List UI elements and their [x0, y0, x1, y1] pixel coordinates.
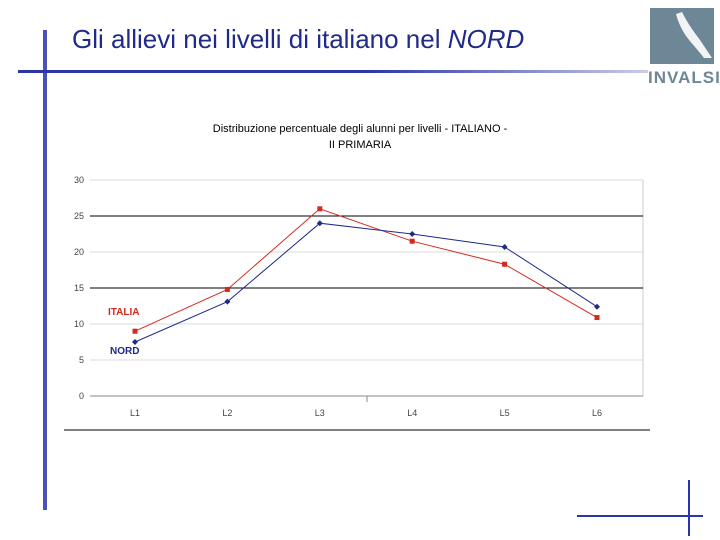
data-point-italia	[594, 315, 600, 321]
chart-title-line-2: II PRIMARIA	[328, 139, 392, 151]
data-point-nord	[501, 243, 508, 250]
data-point-nord	[224, 298, 231, 305]
data-point-nord	[316, 220, 323, 227]
y-tick-label: 10	[74, 319, 84, 329]
title-underline-rule	[18, 70, 648, 73]
y-tick-label: 0	[79, 391, 84, 401]
data-point-nord	[132, 339, 138, 345]
y-tick-label: 15	[74, 283, 84, 293]
data-point-italia	[224, 286, 230, 292]
data-point-italia	[317, 206, 323, 212]
series-layer	[132, 206, 600, 345]
x-tick-label: L3	[315, 408, 325, 418]
title-prefix: Gli allievi nei livelli di italiano nel	[72, 24, 448, 54]
axis-layer: 0 5 10 15 20 25 30 L1 L2 L3 L4 L5 L6	[64, 175, 650, 431]
series-line-nord	[134, 222, 598, 343]
x-tick-label: L2	[222, 408, 232, 418]
x-tick-label: L1	[130, 408, 140, 418]
italy-map-icon	[650, 8, 714, 64]
grid-layer	[90, 179, 644, 397]
data-point-italia	[132, 328, 138, 334]
page-title: Gli allievi nei livelli di italiano nel …	[72, 24, 524, 55]
y-tick-label: 30	[74, 175, 84, 185]
y-tick-label: 25	[74, 211, 84, 221]
left-vertical-rule	[43, 30, 47, 510]
x-tick-label: L4	[407, 408, 417, 418]
y-tick-label: 20	[74, 247, 84, 257]
chart-title: Distribuzione percentuale degli alunni p…	[160, 121, 560, 153]
series-label-italia: ITALIA	[108, 307, 139, 318]
data-point-italia	[502, 261, 508, 267]
x-tick-label: L5	[500, 408, 510, 418]
data-point-italia	[409, 238, 415, 244]
data-point-nord	[409, 231, 416, 237]
data-point-nord	[594, 303, 600, 310]
label-layer: ITALIA NORD	[108, 307, 139, 357]
y-tick-label: 5	[79, 355, 84, 365]
bottom-right-vertical-rule	[688, 480, 690, 536]
x-tick-label: L6	[592, 408, 602, 418]
series-label-nord: NORD	[110, 346, 139, 357]
logo-text: INVALSI	[648, 68, 720, 87]
series-line-italia	[134, 208, 598, 332]
invalsi-logo: INVALSI	[648, 6, 720, 92]
chart-title-line-1: Distribuzione percentuale degli alunni p…	[212, 123, 508, 135]
bottom-right-horizontal-rule	[577, 515, 703, 517]
title-region: NORD	[447, 24, 525, 54]
